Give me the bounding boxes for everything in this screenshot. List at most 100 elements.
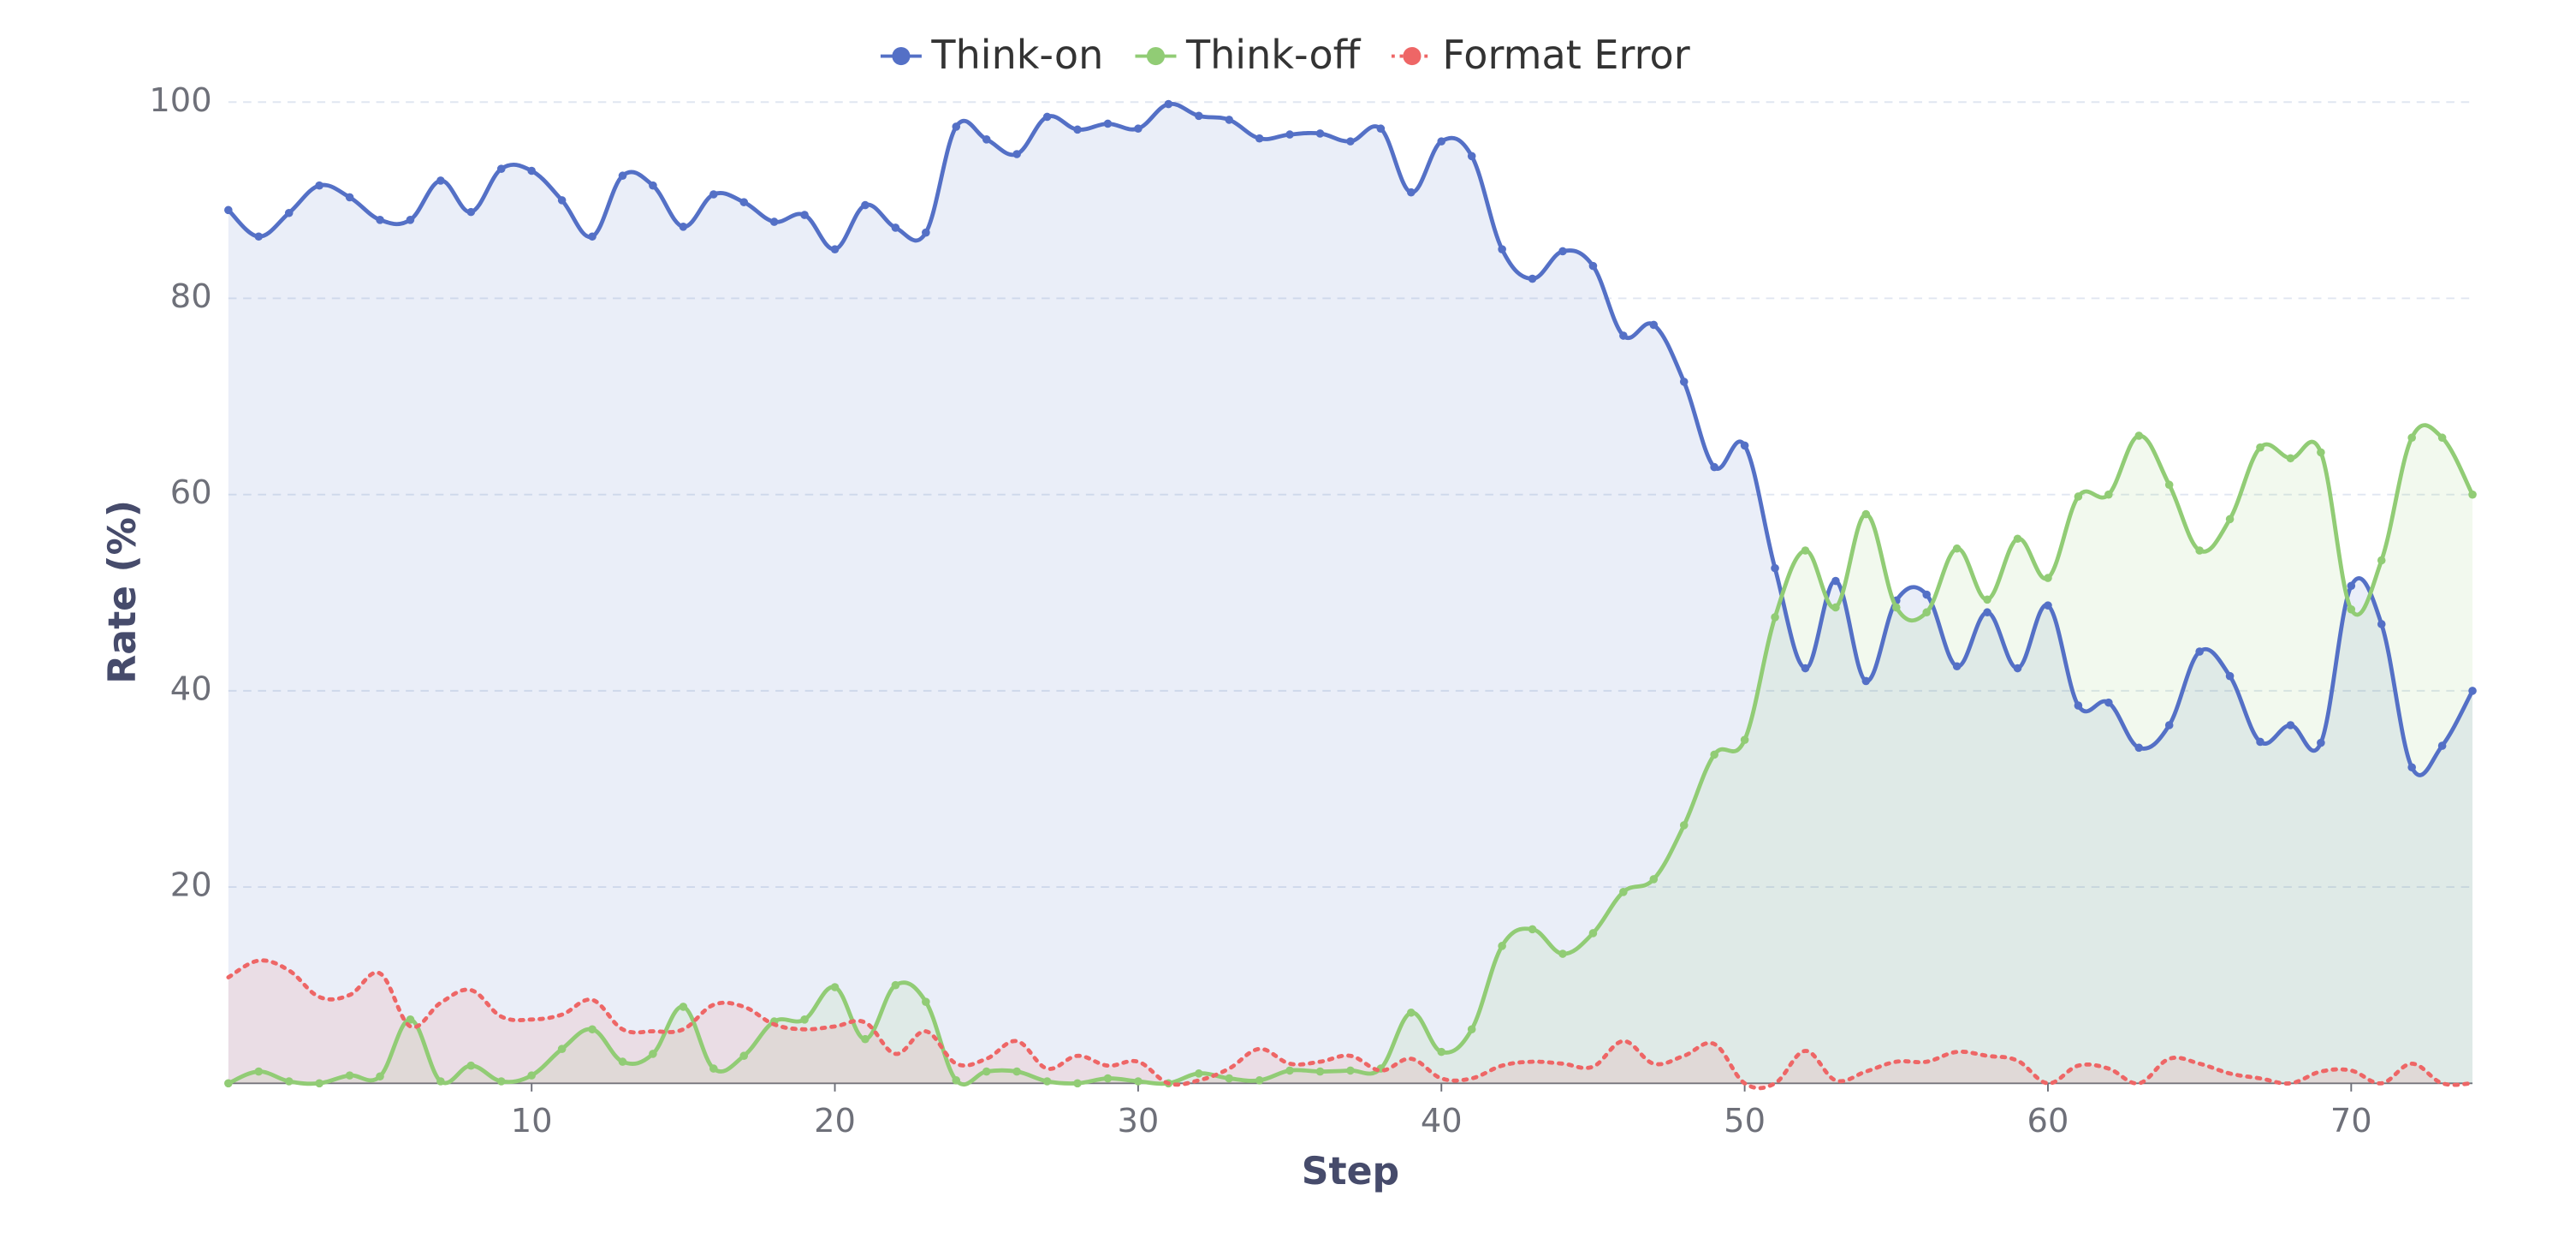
- marker: [1225, 116, 1234, 124]
- marker: [1952, 544, 1962, 553]
- marker: [1740, 735, 1749, 744]
- x-tick-label: 50: [1724, 1102, 1766, 1140]
- marker: [406, 215, 415, 224]
- marker: [1437, 1047, 1446, 1056]
- marker: [1315, 1067, 1325, 1076]
- marker: [2104, 490, 2113, 499]
- marker: [1679, 378, 1689, 386]
- marker: [345, 193, 354, 202]
- x-tick-label: 30: [1117, 1102, 1159, 1140]
- marker: [1467, 1025, 1476, 1034]
- marker: [1801, 546, 1810, 555]
- marker: [496, 164, 506, 174]
- marker: [739, 1051, 749, 1061]
- marker: [891, 223, 900, 232]
- marker: [284, 208, 294, 217]
- marker: [1285, 130, 1294, 139]
- marker: [2044, 574, 2052, 582]
- marker: [2104, 698, 2113, 707]
- marker: [891, 980, 900, 990]
- legend-icon-dot: [1403, 46, 1422, 66]
- marker: [861, 1034, 870, 1044]
- marker: [1710, 462, 1718, 472]
- marker: [1498, 942, 1506, 950]
- legend-label: Format Error: [1442, 32, 1689, 78]
- marker: [2074, 492, 2083, 501]
- marker: [496, 1077, 506, 1086]
- marker: [1285, 1066, 1294, 1075]
- marker: [709, 190, 718, 199]
- marker: [1771, 613, 1779, 622]
- marker: [1134, 1077, 1143, 1086]
- marker: [376, 1072, 384, 1081]
- marker: [2437, 741, 2447, 750]
- marker: [1649, 875, 1659, 884]
- marker: [2225, 671, 2235, 681]
- y-tick-label: 20: [170, 866, 212, 905]
- marker: [1437, 137, 1446, 146]
- marker: [769, 217, 779, 226]
- marker: [2286, 454, 2295, 463]
- lines: [224, 99, 2477, 1091]
- marker: [315, 181, 323, 190]
- grid: 20 40 60 80 100 10 20 30 40 50 60 70: [149, 81, 2473, 1140]
- marker: [527, 166, 536, 176]
- marker: [982, 1067, 991, 1076]
- marker: [1194, 111, 1203, 121]
- marker: [436, 176, 445, 185]
- marker: [952, 1076, 961, 1085]
- marker: [1801, 664, 1810, 673]
- marker: [618, 171, 627, 181]
- marker: [1498, 245, 1506, 253]
- marker: [2225, 515, 2235, 524]
- marker: [376, 215, 384, 224]
- marker: [1891, 603, 1901, 612]
- marker: [1255, 1076, 1264, 1085]
- marker: [800, 1015, 809, 1024]
- marker: [557, 1045, 567, 1053]
- x-tick-label: 10: [511, 1102, 553, 1140]
- legend: Think-on Think-off Format Error: [880, 32, 1690, 78]
- marker: [1649, 320, 1659, 330]
- marker: [1376, 124, 1386, 134]
- area: [228, 104, 2473, 1084]
- marker: [2134, 432, 2144, 440]
- marker: [952, 122, 961, 131]
- marker: [406, 1015, 415, 1024]
- areas: [228, 104, 2473, 1088]
- marker: [315, 1079, 323, 1088]
- marker: [739, 198, 749, 206]
- marker: [557, 196, 567, 205]
- marker: [1073, 125, 1082, 134]
- x-tick-label: 20: [814, 1102, 856, 1140]
- marker: [2468, 687, 2477, 695]
- marker: [527, 1071, 536, 1080]
- marker: [1771, 563, 1779, 573]
- marker: [1012, 1067, 1021, 1076]
- line: [226, 101, 2475, 777]
- marker: [466, 207, 476, 217]
- marker: [1831, 576, 1840, 586]
- marker: [1922, 608, 1932, 617]
- marker: [922, 997, 930, 1006]
- marker: [1588, 929, 1598, 937]
- marker: [982, 135, 991, 144]
- marker: [1407, 1008, 1416, 1017]
- marker: [2044, 601, 2052, 610]
- marker: [649, 1050, 657, 1058]
- marker: [1619, 331, 1628, 340]
- marker: [2407, 763, 2416, 772]
- marker: [1407, 187, 1416, 197]
- marker: [1073, 1079, 1082, 1088]
- x-tick-label: 40: [1421, 1102, 1463, 1140]
- marker: [2437, 433, 2447, 443]
- marker: [2195, 647, 2204, 656]
- y-tick-label: 80: [170, 277, 212, 316]
- marker: [2377, 556, 2386, 565]
- marker: [2074, 701, 2083, 710]
- marker: [436, 1077, 445, 1086]
- marker: [2195, 546, 2204, 555]
- legend-icon-dot: [892, 46, 911, 66]
- marker: [588, 1025, 597, 1034]
